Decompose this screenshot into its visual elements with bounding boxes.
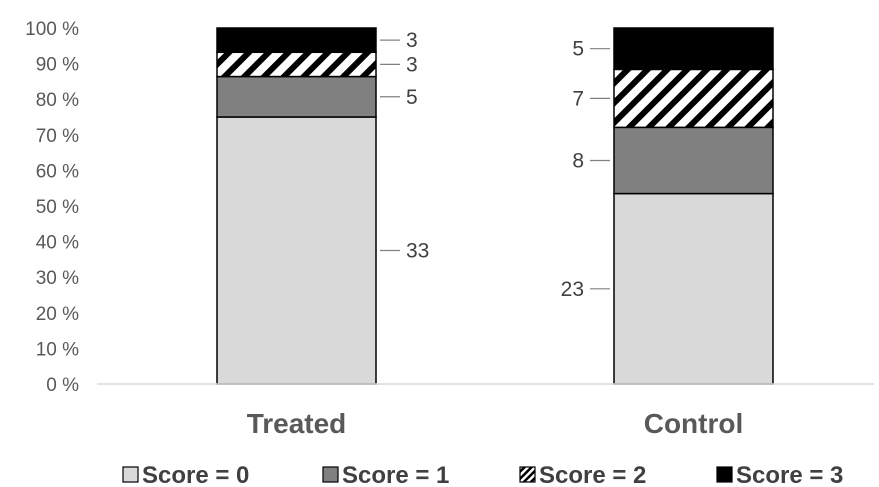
legend: Score = 0 Score = 1 Score = 2 Score = 3 [122,462,843,487]
y-tick-label: 80 % [36,90,79,111]
data-label-control-score-1: 8 [572,149,584,172]
data-label-treated-score-1: 5 [406,86,418,109]
y-tick-label: 30 % [36,268,79,289]
data-label-control-score-3: 5 [572,38,584,61]
bar-segment-control-score-2 [613,68,774,129]
bar-segment-treated-score-1 [216,75,377,118]
data-label-treated-score-2: 3 [406,53,418,76]
y-tick-label: 100 % [25,19,79,40]
legend-label-score-1: Score = 1 [342,462,449,487]
category-label-control: Control [644,408,744,439]
data-labels: 33 5 33 23 8 7 5 [380,29,610,301]
bar-segment-treated-score-2 [216,51,377,78]
y-tick-label: 90 % [36,55,79,76]
y-tick-label: 40 % [36,233,79,254]
data-label-control-score-0: 23 [561,278,584,301]
y-tick-label: 10 % [36,339,79,360]
bar-segment-treated-score-3 [216,27,377,54]
legend-label-score-0: Score = 0 [142,462,249,487]
data-label-treated-score-0: 33 [406,240,429,263]
legend-swatch-score-0 [122,466,139,483]
legend-swatch-score-2 [519,466,536,483]
category-labels: Treated Control [247,408,744,439]
y-tick-label: 60 % [36,161,79,182]
bar-segment-control-score-1 [613,126,774,195]
bar-segment-treated-score-0 [216,116,377,385]
category-label-treated: Treated [247,408,347,439]
bar-segment-control-score-0 [613,192,774,385]
legend-swatch-score-3 [716,466,733,483]
y-tick-label: 0 % [46,375,79,396]
legend-swatch-score-1 [322,466,339,483]
data-label-control-score-2: 7 [572,87,584,110]
bars [216,27,774,385]
legend-label-score-3: Score = 3 [736,462,843,487]
y-tick-label: 50 % [36,197,79,218]
y-tick-label: 70 % [36,126,79,147]
bar-segment-control-score-3 [613,27,774,71]
data-label-treated-score-3: 3 [406,29,418,52]
y-tick-label: 20 % [36,304,79,325]
legend-label-score-2: Score = 2 [539,462,646,487]
y-axis: 0 % 10 % 20 % 30 % 40 % 50 % 60 % 70 % 80 % 90 % 1… [25,19,79,396]
